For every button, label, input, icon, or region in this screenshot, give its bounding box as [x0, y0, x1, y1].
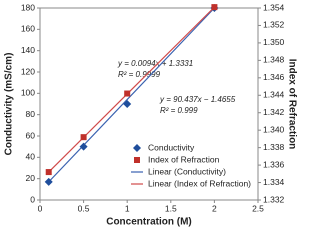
y2-tick-label: 1.350 — [263, 37, 285, 47]
y2-tick-label: 1.348 — [263, 55, 285, 65]
legend-swatch — [133, 144, 141, 152]
point — [44, 177, 53, 186]
point — [45, 169, 52, 176]
y2-tick-label: 1.344 — [263, 90, 285, 100]
y-tick-label: 0 — [30, 194, 35, 204]
x-tick-label: 0.5 — [78, 203, 90, 213]
y2-axis-label: Index of Refraction — [286, 59, 297, 150]
point — [79, 142, 88, 151]
y2-tick-label: 1.346 — [263, 72, 285, 82]
legend-swatch — [134, 157, 140, 163]
annotation: R² = 0.9999 — [118, 70, 161, 79]
y-tick-label: 60 — [26, 130, 36, 140]
x-tick-label: 2.5 — [252, 203, 264, 213]
y-tick-label: 120 — [21, 66, 35, 76]
legend-label: Conductivity — [148, 142, 195, 152]
point — [80, 134, 87, 141]
y2-tick-label: 1.352 — [263, 20, 285, 30]
x-tick-label: 1.5 — [165, 203, 177, 213]
point — [124, 90, 131, 97]
point — [123, 100, 132, 108]
annotation: R² = 0.999 — [160, 106, 198, 115]
y2-tick-label: 1.338 — [263, 142, 285, 152]
legend-label: Linear (Index of Refraction) — [148, 178, 251, 188]
annotation: y = 0.0094x + 1.3331 — [117, 59, 193, 68]
y2-tick-label: 1.342 — [263, 107, 285, 117]
plot-frame — [39, 7, 259, 201]
y2-tick-label: 1.354 — [263, 2, 285, 12]
y-tick-label: 180 — [21, 2, 35, 12]
x-tick-label: 0 — [38, 203, 43, 213]
y-tick-label: 20 — [26, 173, 36, 183]
y2-tick-label: 1.332 — [263, 194, 285, 204]
trend-line — [48, 6, 215, 173]
y-axis-label: Conductivity (mS/cm) — [4, 53, 15, 156]
point — [211, 4, 218, 11]
legend-label: Linear (Conductivity) — [148, 166, 226, 176]
x-tick-label: 1 — [125, 203, 130, 213]
y-tick-label: 140 — [21, 45, 35, 55]
y-tick-label: 80 — [26, 109, 36, 119]
y2-tick-label: 1.336 — [263, 159, 285, 169]
annotation: y = 90.437x − 1.4655 — [159, 95, 236, 104]
y-tick-label: 40 — [26, 152, 36, 162]
trend-line — [48, 7, 215, 183]
y-tick-label: 100 — [21, 88, 35, 98]
y2-tick-label: 1.340 — [263, 124, 285, 134]
x-axis-label: Concentration (M) — [106, 217, 192, 228]
chart: Concentration (M) Conductivity (mS/cm) I… — [4, 2, 298, 228]
y2-tick-label: 1.334 — [263, 177, 285, 187]
x-tick-label: 2 — [212, 203, 217, 213]
y-tick-label: 160 — [21, 24, 35, 34]
legend-label: Index of Refraction — [148, 154, 220, 164]
